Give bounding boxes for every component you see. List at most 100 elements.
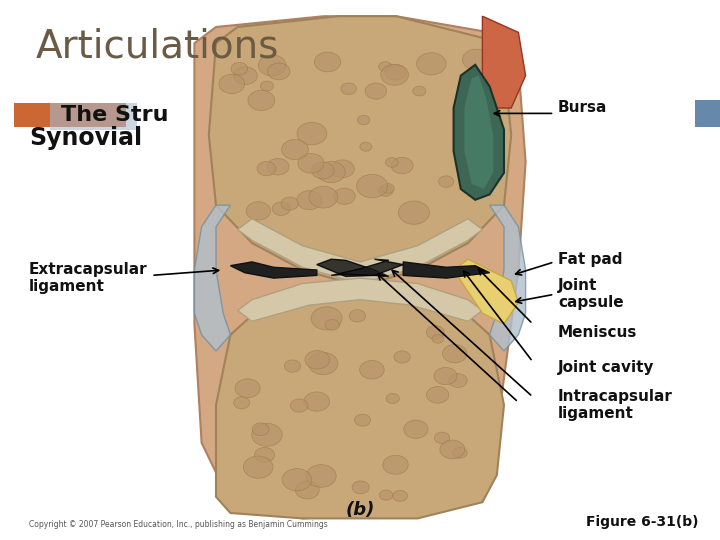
Circle shape — [233, 67, 257, 85]
Circle shape — [379, 62, 392, 72]
Polygon shape — [331, 259, 403, 275]
Circle shape — [295, 481, 319, 499]
Circle shape — [443, 345, 467, 363]
Circle shape — [413, 86, 426, 96]
Text: The Stru: The Stru — [61, 105, 168, 125]
Circle shape — [248, 90, 275, 111]
Circle shape — [282, 469, 312, 491]
Circle shape — [341, 83, 356, 94]
Text: Figure 6-31(b): Figure 6-31(b) — [586, 515, 698, 529]
Circle shape — [359, 361, 384, 379]
Text: (b): (b) — [346, 501, 374, 519]
Circle shape — [308, 353, 338, 375]
Circle shape — [252, 423, 269, 436]
Polygon shape — [230, 262, 317, 278]
Circle shape — [398, 201, 429, 224]
Circle shape — [383, 455, 408, 474]
Circle shape — [268, 63, 290, 80]
Circle shape — [261, 81, 274, 91]
Circle shape — [235, 379, 260, 398]
Circle shape — [272, 202, 290, 215]
Circle shape — [404, 420, 428, 438]
Circle shape — [382, 184, 395, 193]
Circle shape — [356, 174, 387, 198]
Text: Bursa: Bursa — [558, 100, 608, 116]
Circle shape — [417, 53, 446, 75]
Circle shape — [254, 448, 274, 462]
Circle shape — [317, 161, 346, 183]
Text: Joint cavity: Joint cavity — [558, 360, 654, 375]
Text: Copyright © 2007 Pearson Education, Inc., publishing as Benjamin Cummings: Copyright © 2007 Pearson Education, Inc.… — [29, 520, 328, 529]
Circle shape — [309, 186, 338, 208]
Circle shape — [381, 64, 408, 85]
Circle shape — [233, 397, 250, 409]
Circle shape — [391, 157, 413, 174]
Circle shape — [349, 309, 366, 322]
Circle shape — [304, 392, 330, 411]
Text: Joint
capsule: Joint capsule — [558, 278, 624, 310]
Circle shape — [290, 399, 308, 412]
Polygon shape — [209, 16, 511, 286]
Circle shape — [392, 490, 408, 502]
Circle shape — [281, 197, 298, 210]
Text: Extracapsular
ligament: Extracapsular ligament — [29, 262, 148, 294]
Circle shape — [360, 142, 372, 151]
Circle shape — [355, 414, 371, 426]
Circle shape — [385, 158, 398, 167]
FancyBboxPatch shape — [50, 103, 137, 130]
Circle shape — [325, 320, 339, 330]
Polygon shape — [317, 259, 389, 276]
Circle shape — [432, 334, 444, 343]
Text: Fat pad: Fat pad — [558, 252, 623, 267]
Polygon shape — [454, 259, 518, 324]
Circle shape — [334, 188, 355, 204]
Circle shape — [453, 448, 467, 458]
Circle shape — [434, 367, 457, 384]
Polygon shape — [216, 281, 504, 518]
Polygon shape — [194, 205, 230, 351]
Circle shape — [357, 116, 370, 125]
Circle shape — [426, 387, 449, 403]
Circle shape — [394, 351, 410, 363]
Circle shape — [440, 440, 465, 459]
Text: Intracapsular
ligament: Intracapsular ligament — [558, 389, 673, 421]
Polygon shape — [464, 76, 493, 189]
Polygon shape — [490, 205, 526, 351]
Circle shape — [434, 432, 450, 444]
Text: Synovial: Synovial — [29, 126, 142, 150]
Circle shape — [478, 85, 494, 97]
Circle shape — [298, 153, 324, 173]
Circle shape — [231, 63, 248, 75]
Circle shape — [267, 158, 289, 175]
Circle shape — [365, 83, 387, 99]
Circle shape — [282, 139, 308, 159]
Circle shape — [378, 185, 393, 196]
Circle shape — [386, 394, 400, 403]
Polygon shape — [482, 16, 526, 108]
Circle shape — [385, 64, 406, 80]
Circle shape — [315, 52, 341, 72]
Circle shape — [330, 160, 354, 178]
Circle shape — [258, 55, 286, 76]
Circle shape — [379, 490, 393, 500]
Circle shape — [297, 191, 322, 210]
Polygon shape — [194, 16, 526, 518]
FancyBboxPatch shape — [695, 100, 720, 127]
Polygon shape — [403, 262, 490, 278]
Circle shape — [219, 74, 245, 93]
Circle shape — [426, 326, 444, 339]
Circle shape — [243, 456, 273, 478]
Circle shape — [284, 360, 301, 372]
Circle shape — [462, 49, 490, 70]
FancyBboxPatch shape — [14, 103, 126, 127]
Circle shape — [438, 176, 454, 187]
Polygon shape — [238, 219, 482, 284]
Text: Articulations: Articulations — [36, 27, 279, 65]
Circle shape — [449, 374, 467, 387]
Circle shape — [352, 481, 369, 494]
Circle shape — [297, 123, 327, 145]
Polygon shape — [238, 278, 482, 321]
Circle shape — [311, 307, 342, 330]
Circle shape — [252, 423, 282, 446]
Polygon shape — [454, 65, 504, 200]
